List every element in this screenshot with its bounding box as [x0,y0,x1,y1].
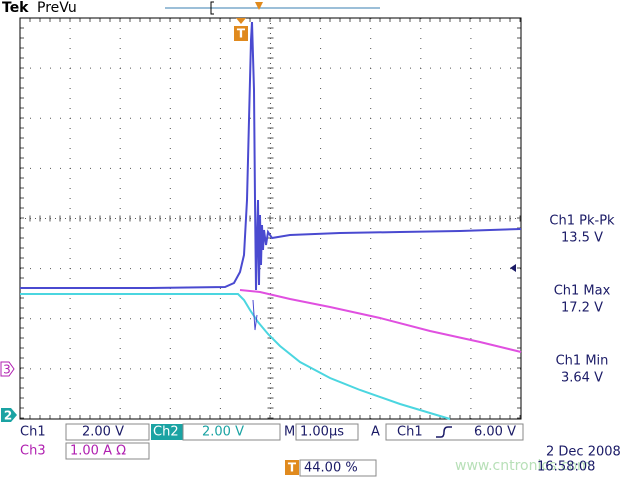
ch2-label: Ch2 [153,425,179,440]
trigger-marker [234,26,248,41]
ch1-trace-min [252,299,258,331]
ch3-trace [239,289,522,353]
timebase-scale: 1.00µs [300,425,344,440]
brand: Tek [2,0,29,16]
trigger-box [385,423,524,441]
trigger-marker-label: T [237,27,246,41]
watermark: www.cntronics.com [455,458,591,474]
ch3-marker [0,361,15,377]
ch2-scale-box [182,423,281,441]
trigger-arrow [236,18,246,24]
ch1-label: Ch1 [20,425,46,440]
meas-label: Ch1 Max [554,284,611,299]
graticule-border [19,17,522,420]
ch1-scale: 2.00 V [82,425,124,440]
ch2-marker [1,408,17,422]
time: 16:58:08 [537,460,595,475]
ch3-scale: 1.00 A Ω [70,444,126,459]
ch2-scale: 2.00 V [202,425,244,440]
acq-mode: A [371,425,380,440]
ch2-marker-label: 2 [4,409,12,423]
trigger-pos: 44.00 % [304,461,358,476]
meas-label: Ch1 Min [556,354,609,369]
meas-value: 13.5 V [561,231,603,246]
record-bracket [210,1,214,15]
meas-value: 3.64 V [561,371,603,386]
ch3-label: Ch3 [20,444,46,459]
status: PreVu [37,0,77,16]
timebase-label: M [284,425,295,440]
trigger-slope [436,426,452,438]
trigger-level-marker [510,264,516,272]
trigger-level: 6.00 V [474,425,516,440]
ch3-scale-box [65,442,150,460]
timebase-box [295,423,359,441]
ch1-trace [20,21,522,291]
trigger-pos-box [299,459,377,477]
ch1-scale-box [65,423,150,441]
trigger-pos-marker [285,460,299,475]
date: 2 Dec 2008 [546,445,621,460]
trigger-pos-icon [255,2,263,10]
ch3-marker-label: 3 [3,363,11,377]
ch2-trace [20,293,451,420]
meas-label: Ch1 Pk-Pk [549,214,615,229]
trigger-source: Ch1 [397,425,423,440]
meas-value: 17.2 V [561,301,603,316]
ch2-label-box [151,424,183,440]
trigger-pos-marker-label: T [288,461,297,475]
